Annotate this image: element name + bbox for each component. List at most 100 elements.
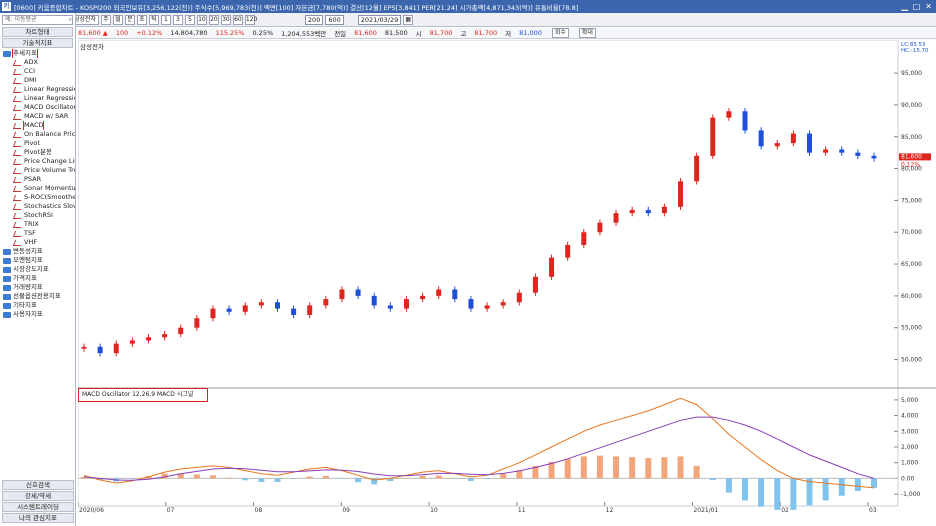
- period-button[interactable]: 틱: [148, 14, 159, 25]
- sidebar-button[interactable]: 신호검색: [2, 480, 74, 490]
- indicator-item[interactable]: CCI: [0, 67, 75, 76]
- chart-canvas[interactable]: 95,000 90,000 85,000 80,000 75,000 70,000 65,0…: [78, 40, 936, 526]
- indicator-group[interactable]: 선물옵션전용지표: [0, 292, 75, 301]
- period-button[interactable]: 10: [196, 14, 207, 25]
- period-button[interactable]: 초: [136, 14, 147, 25]
- indicator-icon: [12, 212, 24, 219]
- osc-bar: [790, 478, 797, 510]
- osc-bar: [596, 455, 603, 479]
- period-button[interactable]: 60: [232, 14, 243, 25]
- period-button[interactable]: 주: [100, 14, 111, 25]
- indicator-icon: [12, 158, 24, 165]
- candle: [371, 295, 377, 306]
- period-button[interactable]: 분: [124, 14, 135, 25]
- candle: [339, 289, 345, 300]
- date-input[interactable]: 2021/03/29: [357, 14, 402, 25]
- period-button[interactable]: 20: [208, 14, 219, 25]
- period-button[interactable]: 120: [244, 14, 258, 25]
- x-tick-label: 08: [255, 507, 263, 514]
- osc-bar: [532, 465, 539, 479]
- pct-tag-label: 0.12%: [901, 161, 920, 168]
- osc-bar: [161, 473, 168, 479]
- indicator-item[interactable]: TSF: [0, 229, 75, 238]
- low-value: 81,000: [519, 29, 542, 37]
- indicator-item[interactable]: Stochastics Slov: [0, 202, 75, 211]
- group-trend[interactable]: 추세지표: [0, 49, 75, 58]
- osc-bar: [677, 456, 684, 479]
- window-controls: ▁ □ ✕: [902, 2, 936, 11]
- maximize-icon[interactable]: □: [912, 2, 921, 11]
- indicator-group[interactable]: 모멘텀지표: [0, 256, 75, 265]
- indicator-group[interactable]: 변동성지표: [0, 247, 75, 256]
- osc-bar: [274, 478, 281, 482]
- minimize-icon[interactable]: ▁: [901, 2, 908, 11]
- recall-button[interactable]: 회수: [551, 28, 569, 38]
- indicator-icon: [12, 221, 24, 228]
- indicator-item[interactable]: S-ROC(Smoothe: [0, 193, 75, 202]
- y-tick-label: 95,000: [901, 70, 922, 77]
- indicator-item[interactable]: VHF: [0, 238, 75, 247]
- indicator-icon: [12, 131, 24, 138]
- indicator-item[interactable]: Pivot: [0, 139, 75, 148]
- tab-chart-type[interactable]: 차트형태: [2, 27, 73, 37]
- app-icon: 키: [2, 2, 11, 11]
- indicator-item[interactable]: TRIX: [0, 220, 75, 229]
- candle: [162, 334, 168, 338]
- indicator-item[interactable]: StochRSI: [0, 211, 75, 220]
- indicator-item[interactable]: Price Change Lin: [0, 157, 75, 166]
- range-input[interactable]: 200: [304, 14, 324, 25]
- search-icon[interactable]: ⌕: [68, 16, 72, 23]
- osc-tick-label: 0.00: [901, 475, 915, 482]
- x-tick-label: 11: [518, 507, 526, 514]
- sidebar-button[interactable]: 시스템트레이딩: [2, 502, 74, 512]
- window-title: [0600] 키움종합차트 - KOSPI200 외국인보유[3,256,122…: [14, 3, 579, 12]
- indicator-group[interactable]: 사용자지표: [0, 310, 75, 319]
- indicator-item[interactable]: Linear Regressic: [0, 94, 75, 103]
- osc-tick-label: 4,000: [901, 413, 918, 420]
- calendar-icon[interactable]: ▦: [403, 14, 414, 25]
- period-button[interactable]: 5: [184, 14, 195, 25]
- indicator-group[interactable]: 시장강도지표: [0, 265, 75, 274]
- indicator-group[interactable]: 거래량지표: [0, 283, 75, 292]
- indicator-item[interactable]: Pivot분봉: [0, 148, 75, 157]
- close-icon[interactable]: ✕: [925, 2, 932, 11]
- chart-symbol-label: 삼성전자: [80, 43, 104, 51]
- candle: [113, 343, 119, 354]
- period-button[interactable]: 1: [160, 14, 171, 25]
- indicator-item[interactable]: DMI: [0, 76, 75, 85]
- indicator-item[interactable]: MACD: [0, 121, 75, 130]
- chart-area[interactable]: 95,000 90,000 85,000 80,000 75,000 70,000 65,0…: [78, 40, 936, 526]
- y-tick-label: 90,000: [901, 102, 922, 109]
- tab-technical-indicators[interactable]: 기술적지표: [2, 38, 73, 48]
- indicator-item[interactable]: PSAR: [0, 175, 75, 184]
- candle: [823, 149, 829, 153]
- candle: [694, 155, 700, 182]
- indicator-item[interactable]: Sonar Momentur: [0, 184, 75, 193]
- period-button[interactable]: 3: [172, 14, 183, 25]
- indicator-item[interactable]: ADX: [0, 58, 75, 67]
- indicator-icon: [12, 86, 24, 93]
- indicator-icon: [12, 176, 24, 183]
- indicator-group[interactable]: 기타지표: [0, 301, 75, 310]
- hc-tag-label: HC:-15.70: [901, 48, 929, 54]
- low-label: 저: [505, 30, 512, 38]
- candle: [774, 143, 780, 147]
- candle: [790, 133, 796, 144]
- sidebar-button[interactable]: 강세/약세: [2, 491, 74, 501]
- period-button[interactable]: 30: [220, 14, 231, 25]
- indicator-item[interactable]: Price Volume Tre: [0, 166, 75, 175]
- indicator-group[interactable]: 가격지표: [0, 274, 75, 283]
- indicator-item[interactable]: MACD Oscillator: [0, 103, 75, 112]
- osc-bar: [613, 456, 620, 479]
- indicator-icon: [12, 203, 24, 210]
- macd-line: [83, 397, 875, 489]
- x-tick-label: 12: [606, 507, 614, 514]
- indicator-item[interactable]: MACD w/ SAR: [0, 112, 75, 121]
- period-button[interactable]: 월: [112, 14, 123, 25]
- zoom-button[interactable]: 확대: [578, 28, 596, 38]
- sidebar-button[interactable]: 나의 관심지표: [2, 513, 74, 523]
- indicator-item[interactable]: On Balance Price: [0, 130, 75, 139]
- indicator-search-input[interactable]: 예: 이동평균 ⌕: [2, 15, 73, 25]
- indicator-item[interactable]: Linear Regressic: [0, 85, 75, 94]
